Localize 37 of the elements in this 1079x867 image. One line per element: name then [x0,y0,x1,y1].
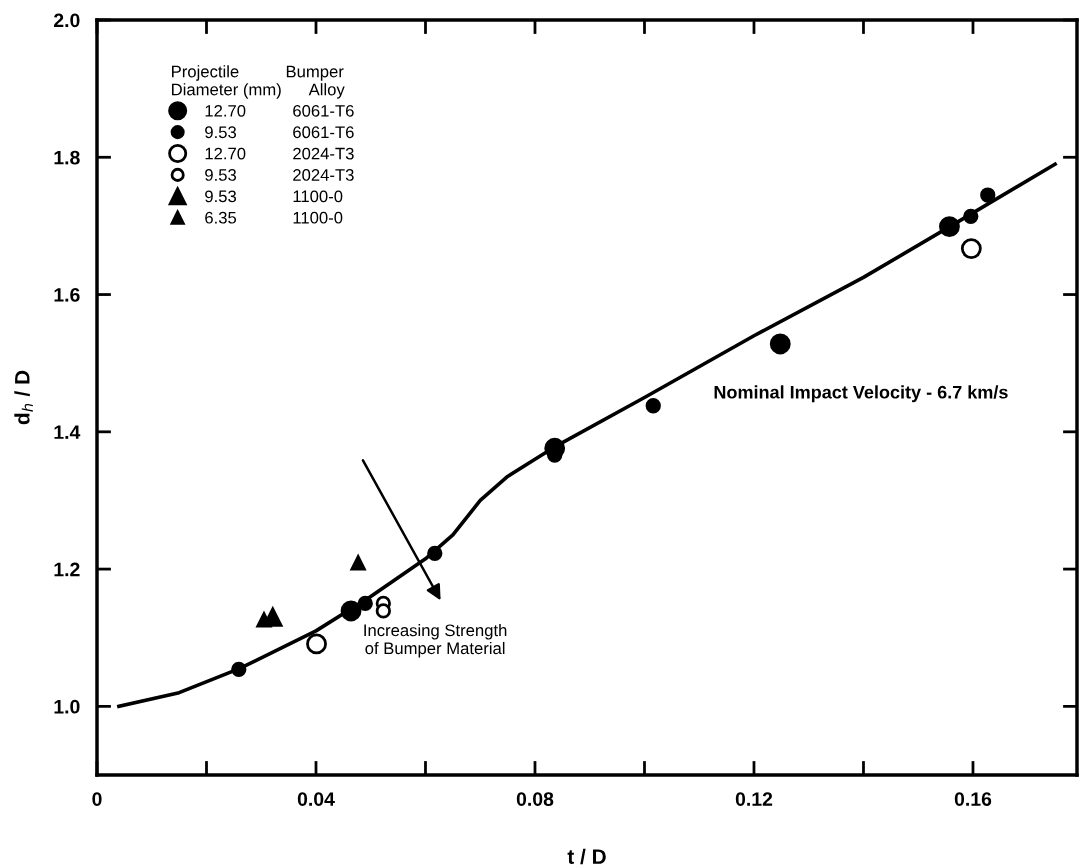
legend-label: 6.35 1100-0 [205,211,343,224]
x-tick-label: 0.04 [297,792,335,806]
point [340,600,362,622]
legend-label: 9.53 2024-T3 [205,169,354,181]
point [231,661,247,677]
y-tick-label: 1.8 [54,150,80,165]
y-tick-label: 1.0 [54,699,80,714]
point [256,612,272,628]
point [960,238,982,259]
point [375,603,391,619]
annotation: Nominal Impact Velocity - 6.7 km/s [714,385,1008,403]
point [939,216,960,238]
x-tick-label: 0.16 [954,792,992,806]
point [357,595,373,612]
point [963,208,979,224]
y-tick-label: 1.6 [54,288,80,302]
x-tick-label: 0.12 [735,792,773,806]
point [980,187,996,203]
y-tick-label: 1.2 [54,562,80,577]
point [769,333,791,355]
y-axis-title: d$_{h}$ / D [14,370,33,425]
legend-title: Projectile Bumper Diameter (mm) Alloy [172,65,345,99]
point [350,555,366,571]
legend-label: 12.70 6061-T6 [205,104,354,117]
point [427,545,443,561]
x-axis-title: t / D [567,848,606,865]
legend-label: 9.53 1100-0 [205,190,343,203]
legend-label: 12.70 2024-T3 [205,147,354,160]
y-tick-label: 2.0 [53,13,80,28]
x-tick-label: 0.08 [516,792,554,806]
legend-label: 9.53 6061-T6 [205,126,354,139]
x-tick-label: 0 [92,792,102,806]
line-series [117,162,1057,709]
point [645,398,661,414]
annotation: Increasing Strength of Bumper Material [364,624,507,658]
point [306,633,327,655]
y-tick-label: 1.4 [54,425,81,439]
